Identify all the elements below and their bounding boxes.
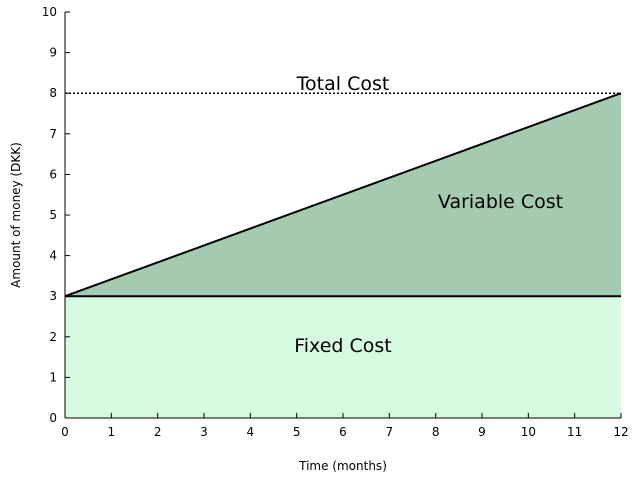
- y-tick-label: 0: [49, 411, 57, 425]
- fixed-cost-area: [65, 296, 621, 418]
- x-tick-label: 5: [293, 425, 301, 439]
- y-tick-label: 3: [49, 289, 57, 303]
- x-axis-title: Time (months): [298, 459, 387, 473]
- total-cost-label: Total Cost: [296, 73, 390, 95]
- fixed-cost-label: Fixed Cost: [294, 335, 392, 357]
- y-tick-label: 2: [49, 330, 57, 344]
- x-tick-label: 6: [339, 425, 347, 439]
- y-ticks: 0 1 2 3 4 5 6 7 8 9 10: [42, 5, 70, 425]
- cost-regions: [64, 92, 622, 418]
- x-tick-label: 11: [567, 425, 582, 439]
- y-tick-label: 9: [49, 46, 57, 60]
- x-tick-label: 10: [521, 425, 536, 439]
- y-tick-label: 10: [42, 5, 57, 19]
- x-tick-label: 3: [200, 425, 208, 439]
- y-tick-label: 8: [49, 86, 57, 100]
- y-tick-label: 5: [49, 208, 57, 222]
- x-tick-label: 4: [247, 425, 255, 439]
- y-axis-title: Amount of money (DKK): [9, 142, 23, 288]
- x-tick-label: 0: [61, 425, 69, 439]
- y-tick-label: 7: [49, 127, 57, 141]
- x-tick-label: 12: [613, 425, 628, 439]
- x-tick-label: 8: [432, 425, 440, 439]
- x-tick-label: 7: [386, 425, 394, 439]
- variable-cost-line: [64, 92, 622, 298]
- y-tick-label: 4: [49, 249, 57, 263]
- y-tick-label: 1: [49, 370, 57, 384]
- x-ticks: 0 1 2 3 4 5 6 7 8 9 10 11 12: [61, 413, 629, 439]
- variable-cost-label: Variable Cost: [438, 191, 563, 213]
- x-tick-label: 2: [154, 425, 162, 439]
- x-tick-label: 9: [478, 425, 486, 439]
- y-tick-label: 6: [49, 167, 57, 181]
- x-tick-label: 1: [108, 425, 116, 439]
